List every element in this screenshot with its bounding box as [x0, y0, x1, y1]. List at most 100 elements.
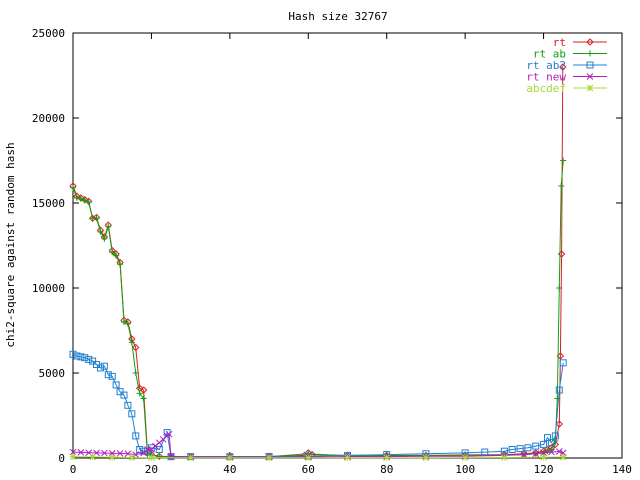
data-point-rt-new [548, 448, 555, 456]
data-point-rt-ab2 [136, 446, 144, 453]
data-point-rt-ab [136, 390, 143, 397]
data-point-rt-ab2 [559, 359, 567, 367]
data-point-rt-new [555, 448, 563, 455]
data-point-rt-ab [70, 184, 76, 191]
x-tick-label: 0 [70, 463, 77, 476]
data-point-rt-ab2 [112, 381, 120, 389]
y-axis: 0 5000 10000 15000 20000 25000 [32, 27, 622, 465]
legend-marker-rt-ab [587, 50, 593, 57]
data-point-rt-ab2 [147, 444, 155, 452]
y-tick-label: 10000 [32, 282, 65, 295]
data-point-abcdef [128, 454, 136, 461]
legend-marker-rt [586, 38, 594, 46]
data-point-rt-ab [124, 320, 131, 327]
y-tick-label: 25000 [32, 27, 65, 40]
data-point-rt-new [132, 451, 140, 458]
data-point-rt [139, 386, 148, 394]
data-point-rt-ab2 [481, 448, 489, 456]
data-point-rt-ab [156, 453, 163, 460]
data-point-rt-ab [117, 261, 124, 268]
data-point-abcdef [265, 454, 273, 462]
series-line-rt-ab [72, 160, 564, 458]
data-point-rt-ab [101, 235, 108, 242]
data-point-rt-ab2 [551, 432, 559, 440]
data-point-rt-ab2 [128, 410, 136, 418]
data-point-rt-ab [93, 215, 100, 222]
legend-label-rt: rt [553, 36, 566, 49]
legend-label-rt-ab: rt ab [533, 48, 566, 61]
data-point-rt-ab [558, 183, 565, 189]
data-point-rt-ab2 [108, 372, 116, 380]
data-point-rt-ab2 [100, 362, 108, 370]
data-point-rt-ab2 [524, 444, 532, 452]
data-point-rt-ab [120, 319, 127, 325]
data-point-rt-new [532, 450, 540, 458]
data-point-abcdef [461, 454, 469, 461]
data-point-rt [551, 440, 560, 449]
legend-marker-abcdef [586, 84, 594, 92]
data-point-rt-ab2 [543, 434, 551, 442]
data-point-rt-ab [81, 197, 88, 204]
data-point-rt-ab [113, 252, 120, 259]
data-point-rt-new [77, 449, 85, 456]
y-tick-label: 0 [58, 452, 65, 465]
data-point-rt-ab2 [69, 350, 77, 358]
data-point-rt-ab2 [96, 364, 104, 372]
data-point-rt-ab2 [124, 401, 132, 409]
data-point-abcdef [89, 453, 96, 461]
x-tick-label: 100 [455, 463, 475, 476]
chart-title: Hash size 32767 [288, 10, 387, 23]
data-point-rt-ab [140, 395, 147, 402]
data-point-rt-ab [105, 223, 112, 230]
data-point-rt-ab2 [500, 447, 508, 455]
data-point-rt-ab2 [104, 371, 112, 379]
data-point-rt-ab [73, 194, 80, 201]
legend-label-rt-new: rt new [526, 71, 566, 84]
y-tick-label: 5000 [39, 367, 66, 380]
data-point-rt-ab2 [120, 391, 128, 399]
data-point-abcdef [344, 454, 351, 462]
data-point-rt-ab2 [85, 355, 93, 363]
data-point-abcdef [383, 454, 391, 462]
legend-marker-rt-new [586, 73, 594, 80]
data-point-abcdef [148, 454, 155, 462]
data-point-rt-ab2 [516, 445, 524, 453]
data-point-rt-new [116, 450, 124, 457]
plot-frame [72, 32, 623, 459]
legend-label-rt-ab2: rt ab2 [526, 59, 566, 72]
data-point-rt-new [167, 452, 175, 460]
data-point-rt-ab2 [532, 442, 540, 450]
data-point-abcdef [540, 453, 547, 461]
series-line-abcdef [72, 456, 564, 459]
data-point-rt-ab [85, 199, 92, 206]
data-point-rt [559, 63, 567, 71]
data-point-rt-ab [560, 157, 567, 164]
data-point-rt-ab [556, 285, 563, 291]
series-rt-ab [70, 157, 567, 460]
data-point-rt-new [520, 451, 528, 458]
series-rt [69, 63, 567, 461]
series-rt-ab2 [69, 350, 567, 461]
series-group [69, 63, 567, 462]
data-point-abcdef [187, 454, 194, 462]
data-point-rt-ab2 [155, 446, 163, 453]
data-point-rt-ab [132, 370, 139, 376]
x-tick-label: 140 [612, 463, 632, 476]
data-point-rt-ab2 [540, 440, 548, 448]
x-axis: 0 20 40 60 80 100 120 140 [70, 33, 632, 476]
data-point-abcdef [422, 454, 430, 462]
data-point-rt-ab2 [81, 354, 89, 362]
data-point-rt-ab2 [77, 353, 85, 361]
series-rt-new [69, 430, 567, 461]
data-point-rt-ab2 [73, 352, 81, 360]
data-point-rt-ab [97, 228, 104, 235]
x-tick-label: 60 [302, 463, 315, 476]
x-tick-label: 80 [380, 463, 393, 476]
x-tick-label: 40 [223, 463, 236, 476]
data-point-abcdef [69, 453, 77, 460]
data-point-rt-ab2 [547, 439, 555, 447]
data-point-rt-new [101, 449, 108, 457]
data-point-abcdef [304, 454, 312, 462]
